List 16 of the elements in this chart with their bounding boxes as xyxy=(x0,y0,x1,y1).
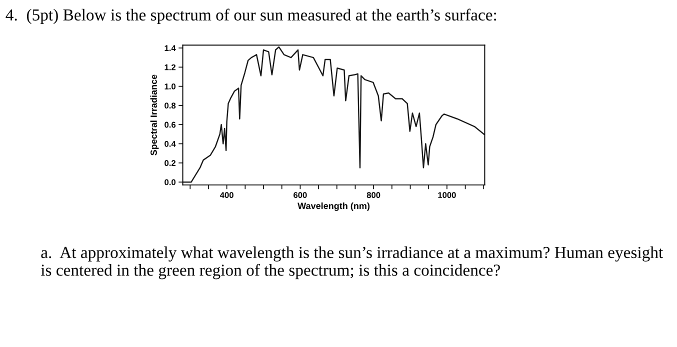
y-tick-label: 0.2 xyxy=(164,160,176,166)
y-axis-title: Spectral Irradiance xyxy=(150,74,159,156)
y-tick-label: 1.0 xyxy=(164,83,176,90)
x-tick-label: 400 xyxy=(220,192,234,198)
y-tick-label: 0.0 xyxy=(164,179,176,186)
x-axis-title: Wavelength (nm) xyxy=(298,202,370,211)
y-tick-label: 1.4 xyxy=(164,45,176,52)
x-tick-label: 800 xyxy=(366,192,380,198)
y-tick-label: 0.4 xyxy=(164,140,176,147)
text: a. At approximately what wavelength is the sun’s irradiance at a maximum? Human eyesight is centered in the green region of the spectrum; is this a coincidence? xyxy=(40,246,664,280)
y-tick-label: 0.6 xyxy=(164,122,176,128)
y-tick-label: 0.8 xyxy=(164,102,176,109)
chart-title: 4. (5pt) Below is the spectrum of our sun measured at the earth’s surface: xyxy=(6,8,496,24)
y-tick-label: 1.2 xyxy=(164,64,176,70)
x-tick-label: 1000 xyxy=(438,192,456,198)
x-tick-label: 600 xyxy=(294,192,307,198)
